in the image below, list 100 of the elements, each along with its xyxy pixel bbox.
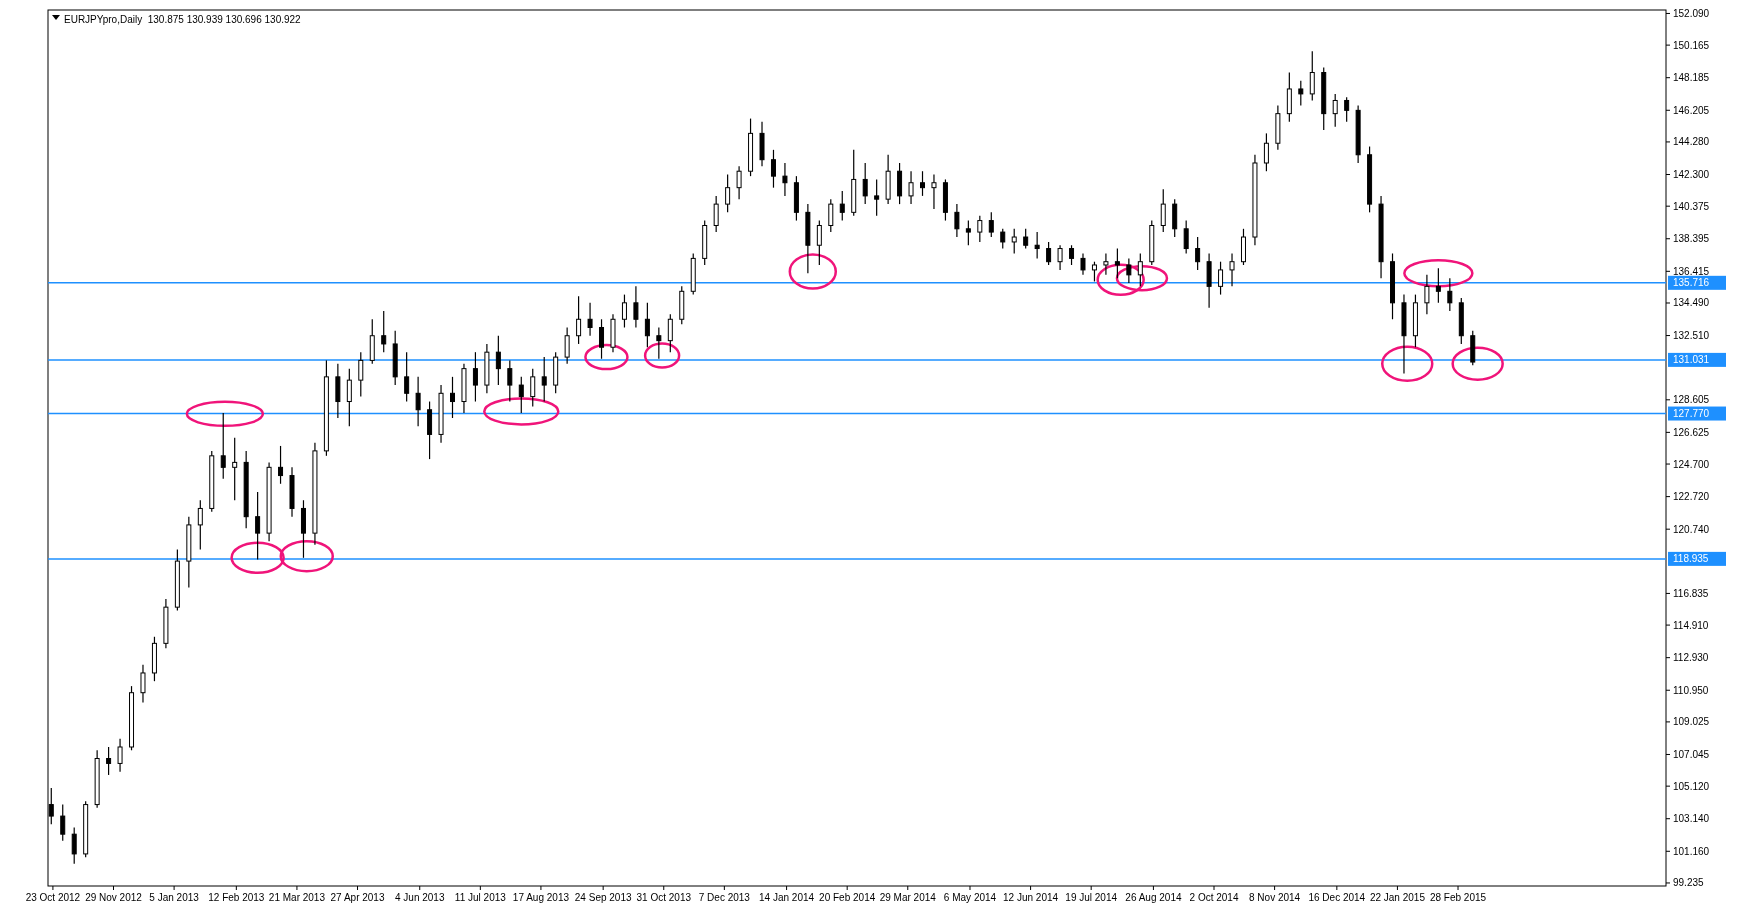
candlestick	[1057, 244, 1063, 271]
x-tick-label: 8 Nov 2014	[1249, 892, 1301, 903]
candlestick	[782, 162, 788, 197]
candlestick	[1069, 244, 1075, 266]
candlestick	[1126, 257, 1132, 284]
y-tick-label: 150.165	[1673, 39, 1710, 51]
y-tick-label: 126.625	[1673, 426, 1710, 438]
candlestick	[495, 335, 501, 386]
candlestick	[507, 359, 513, 403]
y-tick-label: 134.490	[1673, 297, 1710, 309]
candlestick	[1160, 188, 1166, 233]
candlestick	[954, 203, 960, 238]
candlestick	[1195, 236, 1201, 271]
candlestick	[599, 318, 605, 360]
candlestick	[839, 190, 845, 222]
x-tick-label: 4 Jun 2013	[395, 892, 445, 903]
candlestick	[874, 178, 880, 217]
candlestick	[770, 149, 776, 189]
candlestick	[1046, 241, 1052, 266]
x-tick-label: 11 Jul 2013	[454, 892, 507, 903]
candlestick	[1424, 274, 1430, 315]
candlestick	[117, 738, 123, 773]
candlestick	[576, 295, 582, 345]
candlestick	[60, 803, 66, 842]
y-tick-label: 122.720	[1673, 491, 1710, 503]
candlestick	[1000, 228, 1006, 250]
candlestick	[1309, 50, 1315, 102]
x-tick-label: 29 Nov 2012	[85, 892, 143, 903]
candlestick	[1023, 228, 1029, 250]
candlestick	[908, 170, 914, 205]
x-tick-label: 7 Dec 2013	[698, 892, 751, 903]
candlestick	[518, 376, 524, 414]
candlestick	[197, 499, 203, 551]
candlestick	[587, 302, 593, 337]
y-tick-label: 152.090	[1673, 7, 1710, 19]
y-tick-label: 144.280	[1673, 136, 1710, 148]
x-tick-label: 31 Oct 2013	[636, 892, 692, 903]
candlestick	[931, 173, 937, 210]
ref-line-label: 131.031	[1673, 354, 1710, 366]
x-tick-label: 21 Mar 2013	[268, 892, 326, 903]
y-tick-label: 105.120	[1673, 780, 1710, 792]
y-tick-label: 146.205	[1673, 104, 1710, 116]
candlestick	[220, 412, 226, 480]
candlestick	[621, 294, 627, 329]
candlestick	[450, 376, 455, 419]
candlestick	[1080, 252, 1086, 276]
y-tick-label: 140.375	[1673, 200, 1710, 212]
y-tick-label: 138.395	[1673, 233, 1710, 245]
candlestick	[725, 173, 731, 213]
candlestick	[415, 376, 421, 427]
candlestick	[404, 351, 410, 403]
x-tick-label: 23 Oct 2012	[25, 892, 81, 903]
candlestick	[346, 368, 352, 427]
x-tick-label: 16 Dec 2014	[1308, 892, 1366, 903]
y-tick-label: 128.605	[1673, 394, 1710, 406]
candlestick	[472, 351, 478, 403]
y-tick-label: 132.510	[1673, 330, 1710, 342]
candlestick	[736, 165, 742, 200]
candlestick	[828, 198, 834, 233]
x-tick-label: 5 Jan 2013	[149, 892, 200, 903]
candlestick	[988, 211, 994, 238]
candlestick	[667, 313, 673, 353]
y-tick-label: 103.140	[1673, 813, 1710, 825]
x-tick-label: 17 Aug 2013	[512, 892, 570, 903]
chart-title: EURJPYpro,Daily 130.875 130.939 130.696 130.922	[64, 14, 302, 25]
candlestick	[106, 746, 112, 776]
candlestick	[1114, 247, 1120, 279]
candlestick	[1298, 80, 1304, 107]
candlestick	[541, 356, 547, 403]
x-tick-label: 19 Jul 2014	[1065, 892, 1118, 903]
y-tick-label: 112.930	[1673, 652, 1709, 664]
candlestick	[1011, 228, 1017, 255]
candlestick	[1103, 252, 1109, 276]
x-tick-label: 12 Jun 2014	[1003, 892, 1059, 903]
ref-line-label: 118.935	[1673, 553, 1709, 565]
y-tick-label: 120.740	[1673, 523, 1710, 535]
y-tick-label: 114.910	[1673, 619, 1709, 631]
y-tick-label: 101.160	[1673, 845, 1710, 857]
x-tick-label: 20 Feb 2014	[819, 892, 876, 903]
candlestick	[255, 491, 261, 561]
y-tick-label: 142.300	[1673, 169, 1710, 181]
candlestick	[656, 326, 662, 360]
candlestick	[816, 219, 822, 266]
y-tick-label: 136.415	[1673, 265, 1710, 277]
x-tick-label: 22 Jan 2015	[1369, 892, 1426, 903]
candlestick	[1183, 219, 1189, 255]
x-tick-label: 29 Mar 2014	[879, 892, 937, 903]
candlestick	[278, 445, 284, 485]
y-tick-label: 148.185	[1673, 72, 1710, 84]
candlestick	[1137, 252, 1143, 287]
candlestick	[1263, 132, 1269, 172]
candlestick	[1435, 267, 1441, 304]
candlestick	[862, 162, 868, 205]
y-tick-label: 107.045	[1673, 748, 1710, 760]
candlestick	[381, 310, 387, 353]
candlestick	[633, 285, 639, 329]
x-tick-label: 12 Feb 2013	[208, 892, 265, 903]
ref-line-label: 135.716	[1673, 277, 1710, 289]
candlestick	[920, 170, 926, 197]
candlestick	[530, 368, 536, 408]
